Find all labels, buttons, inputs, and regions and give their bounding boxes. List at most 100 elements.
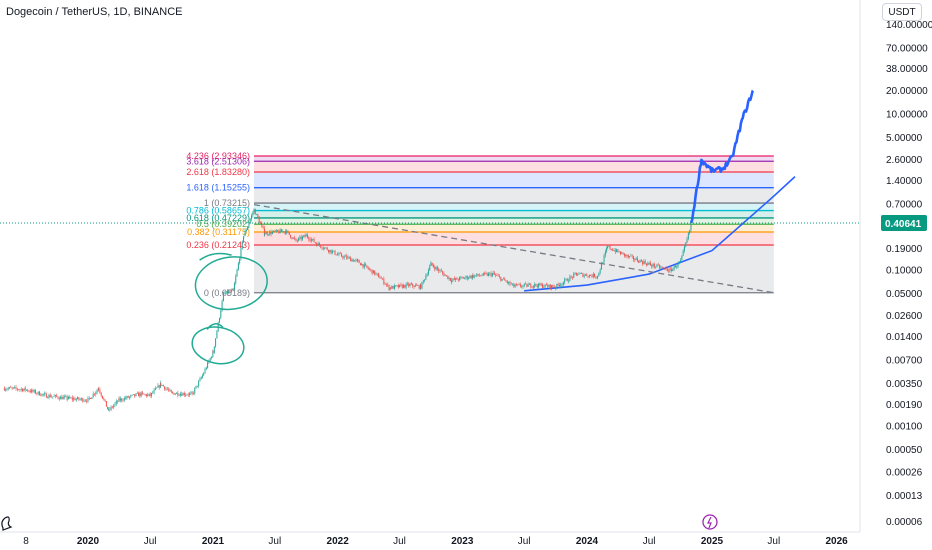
candle-body [325, 247, 327, 249]
candle-body [247, 226, 249, 230]
price-tick-label: 0.00013 [886, 491, 923, 502]
candle-body [35, 390, 37, 394]
candle-body [56, 395, 58, 397]
candle-body [166, 388, 168, 390]
candle-body [316, 244, 318, 246]
candle-body [264, 234, 266, 235]
candle-body [630, 255, 632, 257]
candle-body [602, 262, 604, 264]
candle-body [393, 285, 395, 289]
candle-body [515, 284, 517, 286]
candle-body [164, 386, 166, 390]
projected-price-path[interactable] [689, 89, 755, 224]
candle-body [162, 385, 164, 387]
candle-body [497, 275, 499, 277]
candle-body [526, 283, 528, 287]
candle-body [539, 283, 541, 286]
candle-body [447, 275, 449, 279]
candle-body [682, 250, 684, 256]
candle-body [145, 394, 147, 397]
fib-level-label: 0.786 (0.58657) [186, 206, 250, 216]
annotation-stroke[interactable] [199, 252, 232, 261]
candle-body [149, 393, 151, 396]
candle-body [391, 286, 393, 289]
candle-body [530, 283, 532, 288]
candle-body [338, 253, 340, 255]
candle-body [74, 398, 76, 401]
candle-body [631, 255, 633, 257]
candle-body [405, 283, 407, 288]
candle-body [324, 247, 326, 249]
candle-body [65, 396, 67, 397]
currency-button[interactable]: USDT [882, 3, 922, 21]
candle-body [588, 274, 590, 277]
candle-body [666, 268, 668, 271]
candle-body [279, 229, 281, 234]
candle-body [310, 239, 312, 241]
candle-body [179, 393, 181, 396]
candle-body [191, 392, 193, 394]
trend-lines[interactable] [253, 89, 796, 294]
tradingview-logo-icon[interactable] [1, 516, 13, 531]
candle-body [313, 238, 315, 243]
candle-body [409, 284, 411, 287]
candle-body [201, 375, 203, 378]
candle-body [28, 391, 30, 392]
fib-level-label: 2.618 (1.83280) [186, 167, 250, 177]
time-tick-label: Jul [643, 536, 656, 547]
candle-body [60, 396, 62, 400]
candle-body [677, 262, 679, 267]
candle-body [92, 393, 94, 398]
candle-body [25, 389, 27, 391]
candle-body [221, 301, 223, 311]
dashed-trend-line[interactable] [253, 203, 774, 294]
price-axis[interactable]: 140.00000 70.00000 38.00000 20.00000 10.0000… [881, 20, 932, 528]
candle-body [657, 264, 659, 266]
candle-body [291, 237, 293, 239]
candle-body [347, 257, 349, 259]
candle-body [80, 398, 82, 400]
time-axis[interactable]: 8 2020 Jul 2021 Jul 2022 Jul 2023 Jul 2024 Jul 2025… [23, 536, 848, 547]
candle-body [309, 239, 311, 241]
candle-body [528, 283, 530, 285]
candle-body [413, 286, 415, 287]
annotation-stroke[interactable] [206, 323, 224, 330]
time-tick-label: 8 [23, 536, 29, 547]
candle-body [220, 310, 222, 319]
candle-body [317, 243, 319, 246]
time-tick-label: 2022 [327, 536, 350, 547]
candle-body [388, 287, 390, 290]
price-tick-label: 0.00100 [886, 422, 923, 433]
lightning-event-icon-glyph [707, 516, 712, 529]
candle-body [370, 269, 372, 270]
candle-body [256, 214, 258, 215]
candle-body [410, 283, 412, 285]
candle-body [273, 230, 275, 233]
candle-body [517, 284, 519, 286]
annotation-ellipse[interactable] [192, 252, 271, 314]
candle-body [545, 284, 547, 286]
candle-body [575, 273, 577, 274]
candle-body [435, 267, 437, 270]
candle-body [22, 388, 24, 392]
candle-body [157, 385, 159, 388]
annotations[interactable] [189, 252, 270, 367]
growth-curve[interactable] [524, 176, 796, 292]
price-tick-label: 140.00000 [886, 20, 932, 31]
lightning-event-icon[interactable] [702, 514, 718, 530]
candle-body [356, 259, 358, 261]
annotation-ellipse[interactable] [189, 323, 246, 367]
candle-body [617, 249, 619, 252]
candle-body [44, 393, 46, 395]
fib-retracement[interactable]: 4.236 (2.93346)3.618 (2.51306)2.618 (1.8… [186, 151, 774, 298]
candle-body [690, 225, 692, 231]
candle-body [401, 284, 403, 288]
candle-body [562, 282, 564, 285]
candle-body [224, 293, 226, 294]
candle-body [686, 238, 688, 243]
candle-body [426, 274, 428, 276]
candle-body [519, 284, 521, 287]
price-tick-label: 5.00000 [886, 133, 923, 144]
candle-body [687, 233, 689, 239]
